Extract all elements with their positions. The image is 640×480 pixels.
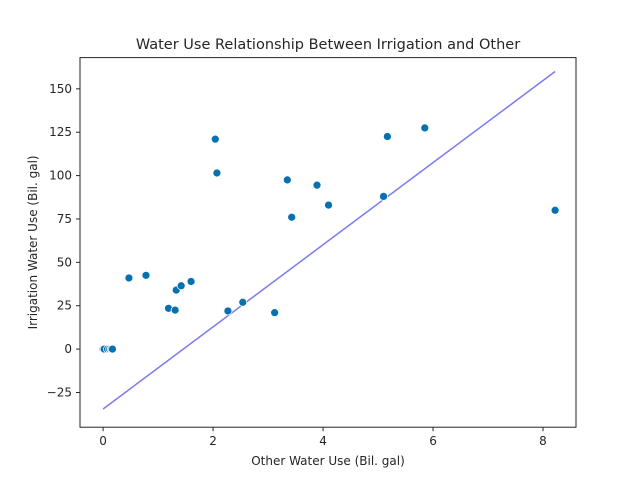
- y-tick-label: 25: [57, 299, 72, 313]
- y-tick-label: 50: [57, 255, 72, 269]
- y-tick-label: 75: [57, 212, 72, 226]
- x-tick-label: 2: [209, 434, 217, 448]
- y-tick-label: 100: [49, 169, 72, 183]
- x-axis-ticks: 0 2 4 6 8: [99, 427, 547, 448]
- scatter-point-7: [141, 270, 151, 280]
- x-axis-label: Other Water Use (Bil. gal): [251, 454, 405, 468]
- scatter-point-23: [383, 132, 392, 141]
- chart-title: Water Use Relationship Between Irrigatio…: [136, 37, 520, 53]
- scatter-point-19: [287, 212, 297, 222]
- y-tick-label: 125: [49, 125, 72, 139]
- scatter-point-17: [270, 308, 280, 318]
- points-layer: [98, 123, 560, 354]
- x-tick-label: 6: [429, 434, 437, 448]
- scatter-point-11: [176, 281, 186, 291]
- scatter-point-25: [550, 205, 560, 215]
- scatter-point-15: [223, 306, 233, 316]
- fit-line: [102, 70, 556, 410]
- y-tick-label: 150: [49, 82, 72, 96]
- scatter-point-20: [312, 180, 322, 190]
- scatter-point-24: [420, 123, 430, 133]
- scatter-point-6: [124, 273, 134, 283]
- y-tick-label: 0: [64, 342, 72, 356]
- scatter-point-22: [379, 192, 388, 201]
- scatter-point-21: [324, 200, 333, 210]
- y-tick-label: −25: [47, 385, 72, 399]
- y-axis-ticks: −25 0 25 50 75 100 125 150: [47, 82, 80, 399]
- scatter-point-18: [282, 175, 292, 185]
- scatter-point-5: [108, 344, 117, 354]
- scatter-point-14: [212, 168, 222, 178]
- scatter-point-9: [170, 305, 180, 315]
- plot-area-frame: [79, 57, 577, 428]
- scatter-point-13: [210, 134, 220, 144]
- x-tick-label: 8: [539, 434, 547, 448]
- scatter-point-16: [238, 297, 248, 307]
- x-tick-label: 0: [99, 434, 107, 448]
- x-tick-label: 4: [319, 434, 327, 448]
- fit-line-layer: [102, 70, 556, 410]
- y-axis-label: Irrigation Water Use (Bil. gal): [26, 155, 40, 329]
- scatter-point-12: [186, 277, 196, 286]
